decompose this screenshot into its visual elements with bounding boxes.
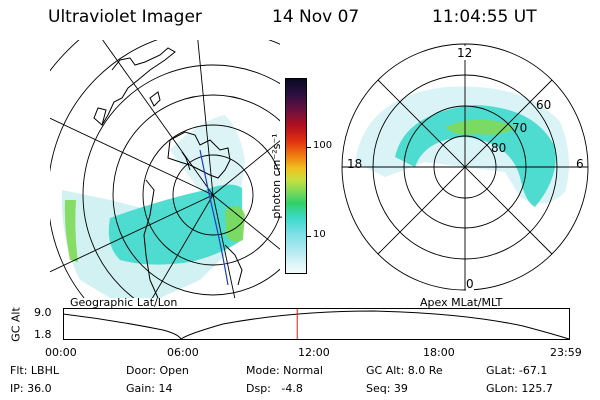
latitude-circles xyxy=(50,40,280,298)
time-tick-1200: 12:00 xyxy=(298,346,330,359)
mlat-label-60: 60 xyxy=(536,98,552,112)
info-gain: Gain: 14 xyxy=(126,382,173,395)
info-door: Door: Open xyxy=(126,364,189,377)
polar-bright-arc xyxy=(445,119,515,135)
date-label: 14 Nov 07 xyxy=(272,7,360,27)
colorbar-tick-10 xyxy=(307,236,311,237)
info-glon: GLon: 125.7 xyxy=(486,382,553,395)
longitude-lines xyxy=(50,40,280,298)
colorbar-tick-label-100: 100 xyxy=(313,140,333,151)
polar-auroral-oval xyxy=(395,105,556,207)
mlt-label-6: 6 xyxy=(576,157,584,171)
mlat-label-80: 80 xyxy=(491,141,507,155)
colorbar-tick-label-10: 10 xyxy=(313,229,326,240)
info-ip: IP: 36.0 xyxy=(10,382,52,395)
time-tick-1800: 18:00 xyxy=(423,346,455,359)
polar-plot xyxy=(341,43,589,291)
mlt-label-18: 18 xyxy=(347,157,363,171)
mlt-label-0: 0 xyxy=(466,277,474,291)
colorbar-tick-100 xyxy=(307,147,311,148)
time-tick-0600: 06:00 xyxy=(167,346,199,359)
aurora-edge xyxy=(64,200,78,262)
instrument-title: Ultraviolet Imager xyxy=(48,7,202,27)
altitude-axis-label: GC Alt xyxy=(9,307,23,342)
info-gc-alt: GC Alt: 8.0 Re xyxy=(366,364,443,377)
geographic-caption: Geographic Lat/Lon xyxy=(70,296,178,309)
altitude-tick-high: 9.0 xyxy=(34,306,52,319)
time-tick-2359: 23:59 xyxy=(550,346,582,359)
mlat-label-70: 70 xyxy=(512,121,528,135)
time-label: 11:04:55 UT xyxy=(432,7,537,27)
colorbar xyxy=(285,78,307,274)
altitude-plot xyxy=(63,308,570,340)
aurora-band xyxy=(108,184,242,265)
info-glat: GLat: -67.1 xyxy=(486,364,548,377)
mlt-label-12: 12 xyxy=(457,46,473,60)
altitude-curve xyxy=(63,310,570,340)
info-mode: Mode: Normal xyxy=(246,364,323,377)
info-flt: Flt: LBHL xyxy=(10,364,59,377)
altitude-tick-low: 1.8 xyxy=(34,328,52,341)
polar-mlt-lines xyxy=(342,44,588,290)
info-dsp: Dsp: -4.8 xyxy=(246,382,303,395)
time-tick-0000: 00:00 xyxy=(45,346,77,359)
altitude-plot-frame xyxy=(63,308,570,340)
info-seq: Seq: 39 xyxy=(366,382,408,395)
geographic-map xyxy=(50,40,280,298)
polar-caption: Apex MLat/MLT xyxy=(420,296,503,309)
coastlines xyxy=(93,47,243,298)
aurora-bright-patch xyxy=(225,206,245,242)
colorbar-unit-label: photon cm⁻²s⁻¹ xyxy=(270,133,283,219)
spacecraft-track xyxy=(199,149,229,286)
